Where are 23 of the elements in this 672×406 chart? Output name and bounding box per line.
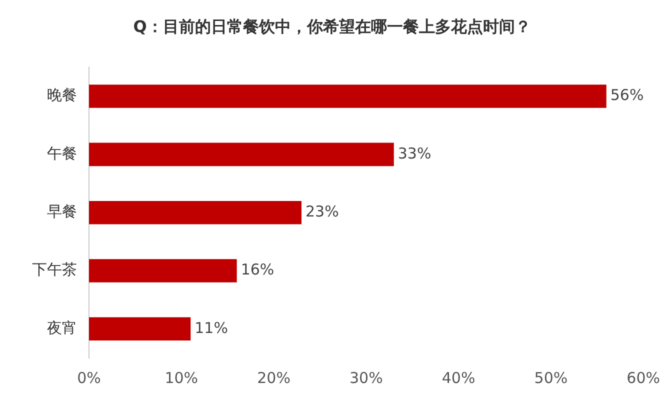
x-tick-label: 10%: [164, 368, 198, 387]
y-tick-label: 夜宵: [47, 318, 77, 337]
chart-title: Q：目前的日常餐饮中，你希望在哪一餐上多花点时间？: [133, 16, 531, 36]
y-tick-label: 午餐: [47, 144, 77, 162]
bar: [89, 317, 191, 341]
data-label: 56%: [610, 86, 644, 104]
data-label: 16%: [240, 260, 274, 279]
x-tick-label: 60%: [626, 368, 660, 387]
x-tick-label: 30%: [349, 368, 383, 387]
y-tick-label: 晚餐: [47, 86, 77, 104]
bar: [89, 259, 237, 282]
data-label: 33%: [398, 144, 432, 162]
x-tick-label: 0%: [77, 368, 101, 387]
bar: [89, 142, 394, 166]
bar: [89, 84, 606, 108]
y-tick-label: 下午茶: [32, 260, 77, 279]
data-label: 23%: [305, 202, 339, 220]
x-tick-label: 50%: [534, 368, 568, 387]
x-tick-label: 20%: [257, 368, 290, 387]
bar: [89, 200, 302, 224]
y-tick-label: 早餐: [47, 202, 77, 220]
data-label: 11%: [194, 318, 228, 337]
x-tick-label: 40%: [442, 368, 476, 387]
